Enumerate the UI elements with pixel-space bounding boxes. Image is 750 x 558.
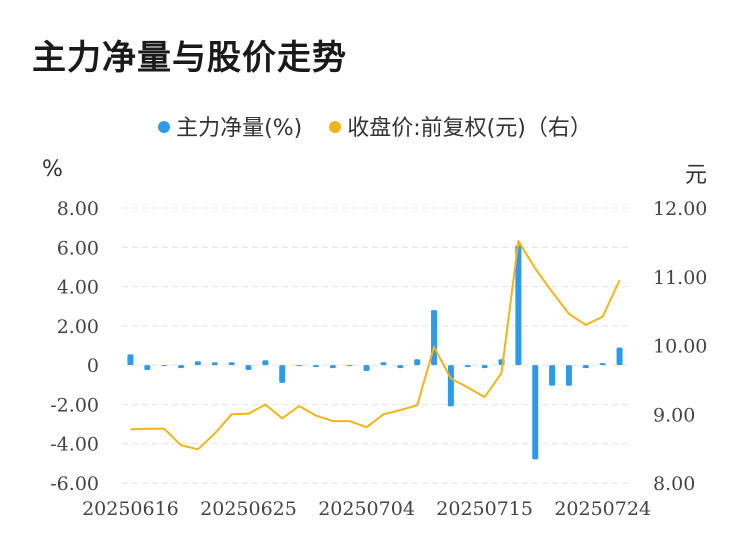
y-left-tick-label: 0 xyxy=(87,355,99,377)
bar-net-volume xyxy=(346,365,353,367)
legend-dot-icon xyxy=(329,121,342,133)
y-left-tick-label: 4.00 xyxy=(57,277,99,299)
bar-net-volume xyxy=(599,363,606,366)
x-tick-label: 20250616 xyxy=(82,498,179,520)
y-right-tick-label: 12.00 xyxy=(653,198,707,220)
x-tick-label: 20250704 xyxy=(318,498,415,520)
legend-label-close-price: 收盘价:前复权(元)（右） xyxy=(347,116,592,141)
bar-net-volume xyxy=(532,365,539,460)
legend-item-close-price[interactable]: 收盘价:前复权(元)（右） xyxy=(329,110,592,142)
legend-label-net-volume: 主力净量(%) xyxy=(176,116,303,141)
y-left-tick-label: 6.00 xyxy=(57,237,99,259)
bar-net-volume xyxy=(565,365,572,386)
line-close-price xyxy=(130,240,621,451)
bar-net-volume xyxy=(380,362,387,366)
bar-net-volume xyxy=(144,365,151,371)
bar-net-volume xyxy=(464,365,471,368)
y-left-tick-label: -4.00 xyxy=(50,434,99,456)
bar-net-volume xyxy=(329,365,336,369)
bar-net-volume xyxy=(211,362,218,366)
y-left-tick-label: -2.00 xyxy=(50,394,99,416)
bar-net-volume xyxy=(515,245,522,366)
bar-net-volume xyxy=(262,360,269,366)
bar-net-volume xyxy=(296,365,303,367)
y-right-tick-label: 8.00 xyxy=(653,473,695,495)
x-tick-label: 20250625 xyxy=(200,498,297,520)
y-right-tick-label: 11.00 xyxy=(653,267,707,289)
y-right-tick-label: 10.00 xyxy=(653,336,707,358)
bar-net-volume xyxy=(549,365,556,386)
y-right-tick-label: 9.00 xyxy=(653,404,695,426)
bar-net-volume xyxy=(414,359,421,366)
bar-net-volume xyxy=(127,354,134,366)
bar-net-volume xyxy=(363,365,370,372)
bar-net-volume xyxy=(481,365,488,369)
bar-net-volume xyxy=(447,365,454,407)
bar-net-volume xyxy=(194,361,201,366)
chart-legend: 主力净量(%) 收盘价:前复权(元)（右） xyxy=(0,110,750,142)
y-left-tick-label: 8.00 xyxy=(57,198,99,220)
bar-net-volume xyxy=(228,362,235,366)
bar-net-volume xyxy=(312,365,319,368)
bar-net-volume xyxy=(178,365,185,369)
legend-dot-icon xyxy=(158,121,171,133)
page-title: 主力净量与股价走势 xyxy=(32,38,347,78)
y-left-tick-label: -6.00 xyxy=(50,473,99,495)
bar-net-volume xyxy=(582,365,589,369)
bar-net-volume xyxy=(279,365,286,383)
bar-net-volume xyxy=(616,347,623,366)
x-tick-label: 20250724 xyxy=(554,498,651,520)
bar-net-volume xyxy=(245,365,252,371)
left-axis-unit: % xyxy=(42,157,63,182)
bar-net-volume xyxy=(161,365,168,367)
y-left-tick-label: 2.00 xyxy=(57,316,99,338)
x-tick-label: 20250715 xyxy=(436,498,533,520)
right-axis-unit: 元 xyxy=(685,163,708,188)
legend-item-net-volume[interactable]: 主力净量(%) xyxy=(158,110,302,142)
bar-net-volume xyxy=(397,365,404,369)
